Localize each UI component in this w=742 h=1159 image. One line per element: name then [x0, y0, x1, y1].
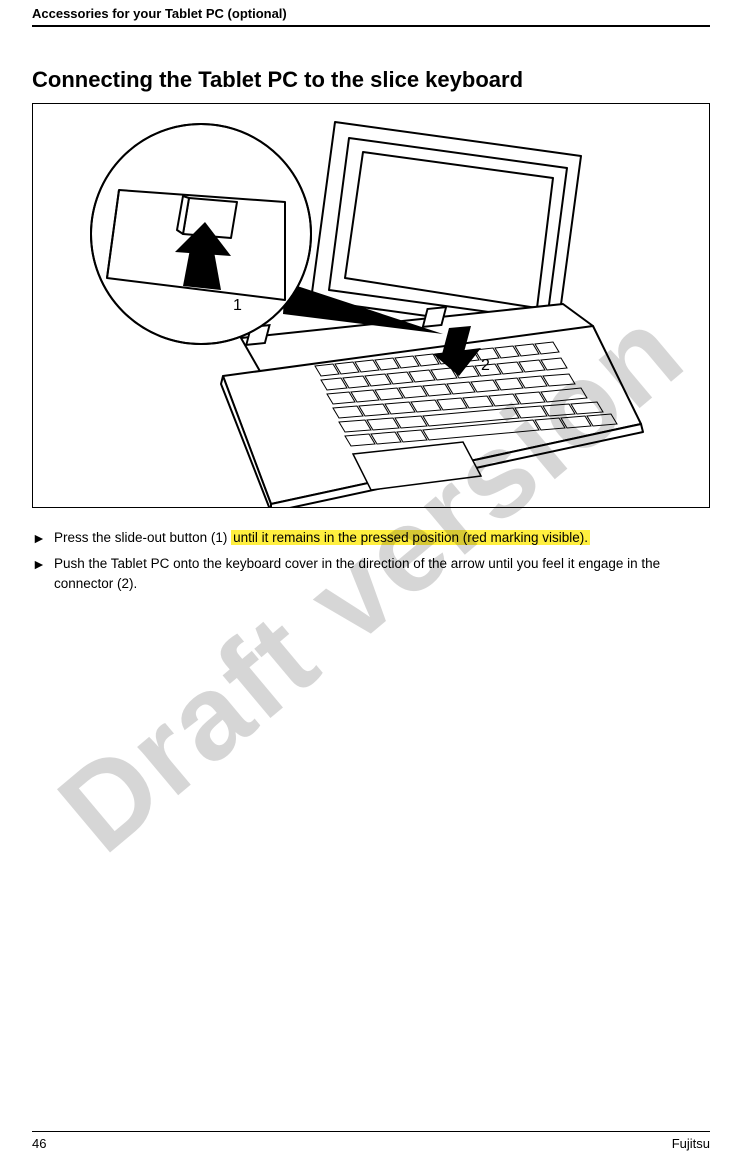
- step1-text-pre: Press the slide-out button (1): [54, 530, 231, 545]
- header-rule: [32, 25, 710, 27]
- step2-text: Push the Tablet PC onto the keyboard cov…: [54, 554, 710, 593]
- footer-rule: [32, 1131, 710, 1132]
- step1-highlight: until it remains in the pressed position…: [231, 530, 590, 545]
- instruction-step-1: ► Press the slide-out button (1) until i…: [32, 528, 710, 548]
- instruction-list: ► Press the slide-out button (1) until i…: [32, 528, 710, 593]
- page-footer: 46 Fujitsu: [32, 1131, 710, 1151]
- page-header: Accessories for your Tablet PC (optional…: [32, 0, 710, 21]
- bullet-arrow-icon: ►: [32, 528, 54, 548]
- instruction-step-2: ► Push the Tablet PC onto the keyboard c…: [32, 554, 710, 593]
- figure-callout-1: 1: [233, 297, 242, 314]
- figure-callout-2: 2: [481, 357, 490, 374]
- magnifier-detail: 1: [91, 124, 311, 344]
- figure-container: 2 1: [32, 103, 710, 508]
- bullet-arrow-icon: ►: [32, 554, 54, 593]
- page-number: 46: [32, 1136, 46, 1151]
- tablet-keyboard-diagram: 2 1: [33, 104, 709, 508]
- section-title: Connecting the Tablet PC to the slice ke…: [32, 67, 710, 93]
- footer-brand: Fujitsu: [672, 1136, 710, 1151]
